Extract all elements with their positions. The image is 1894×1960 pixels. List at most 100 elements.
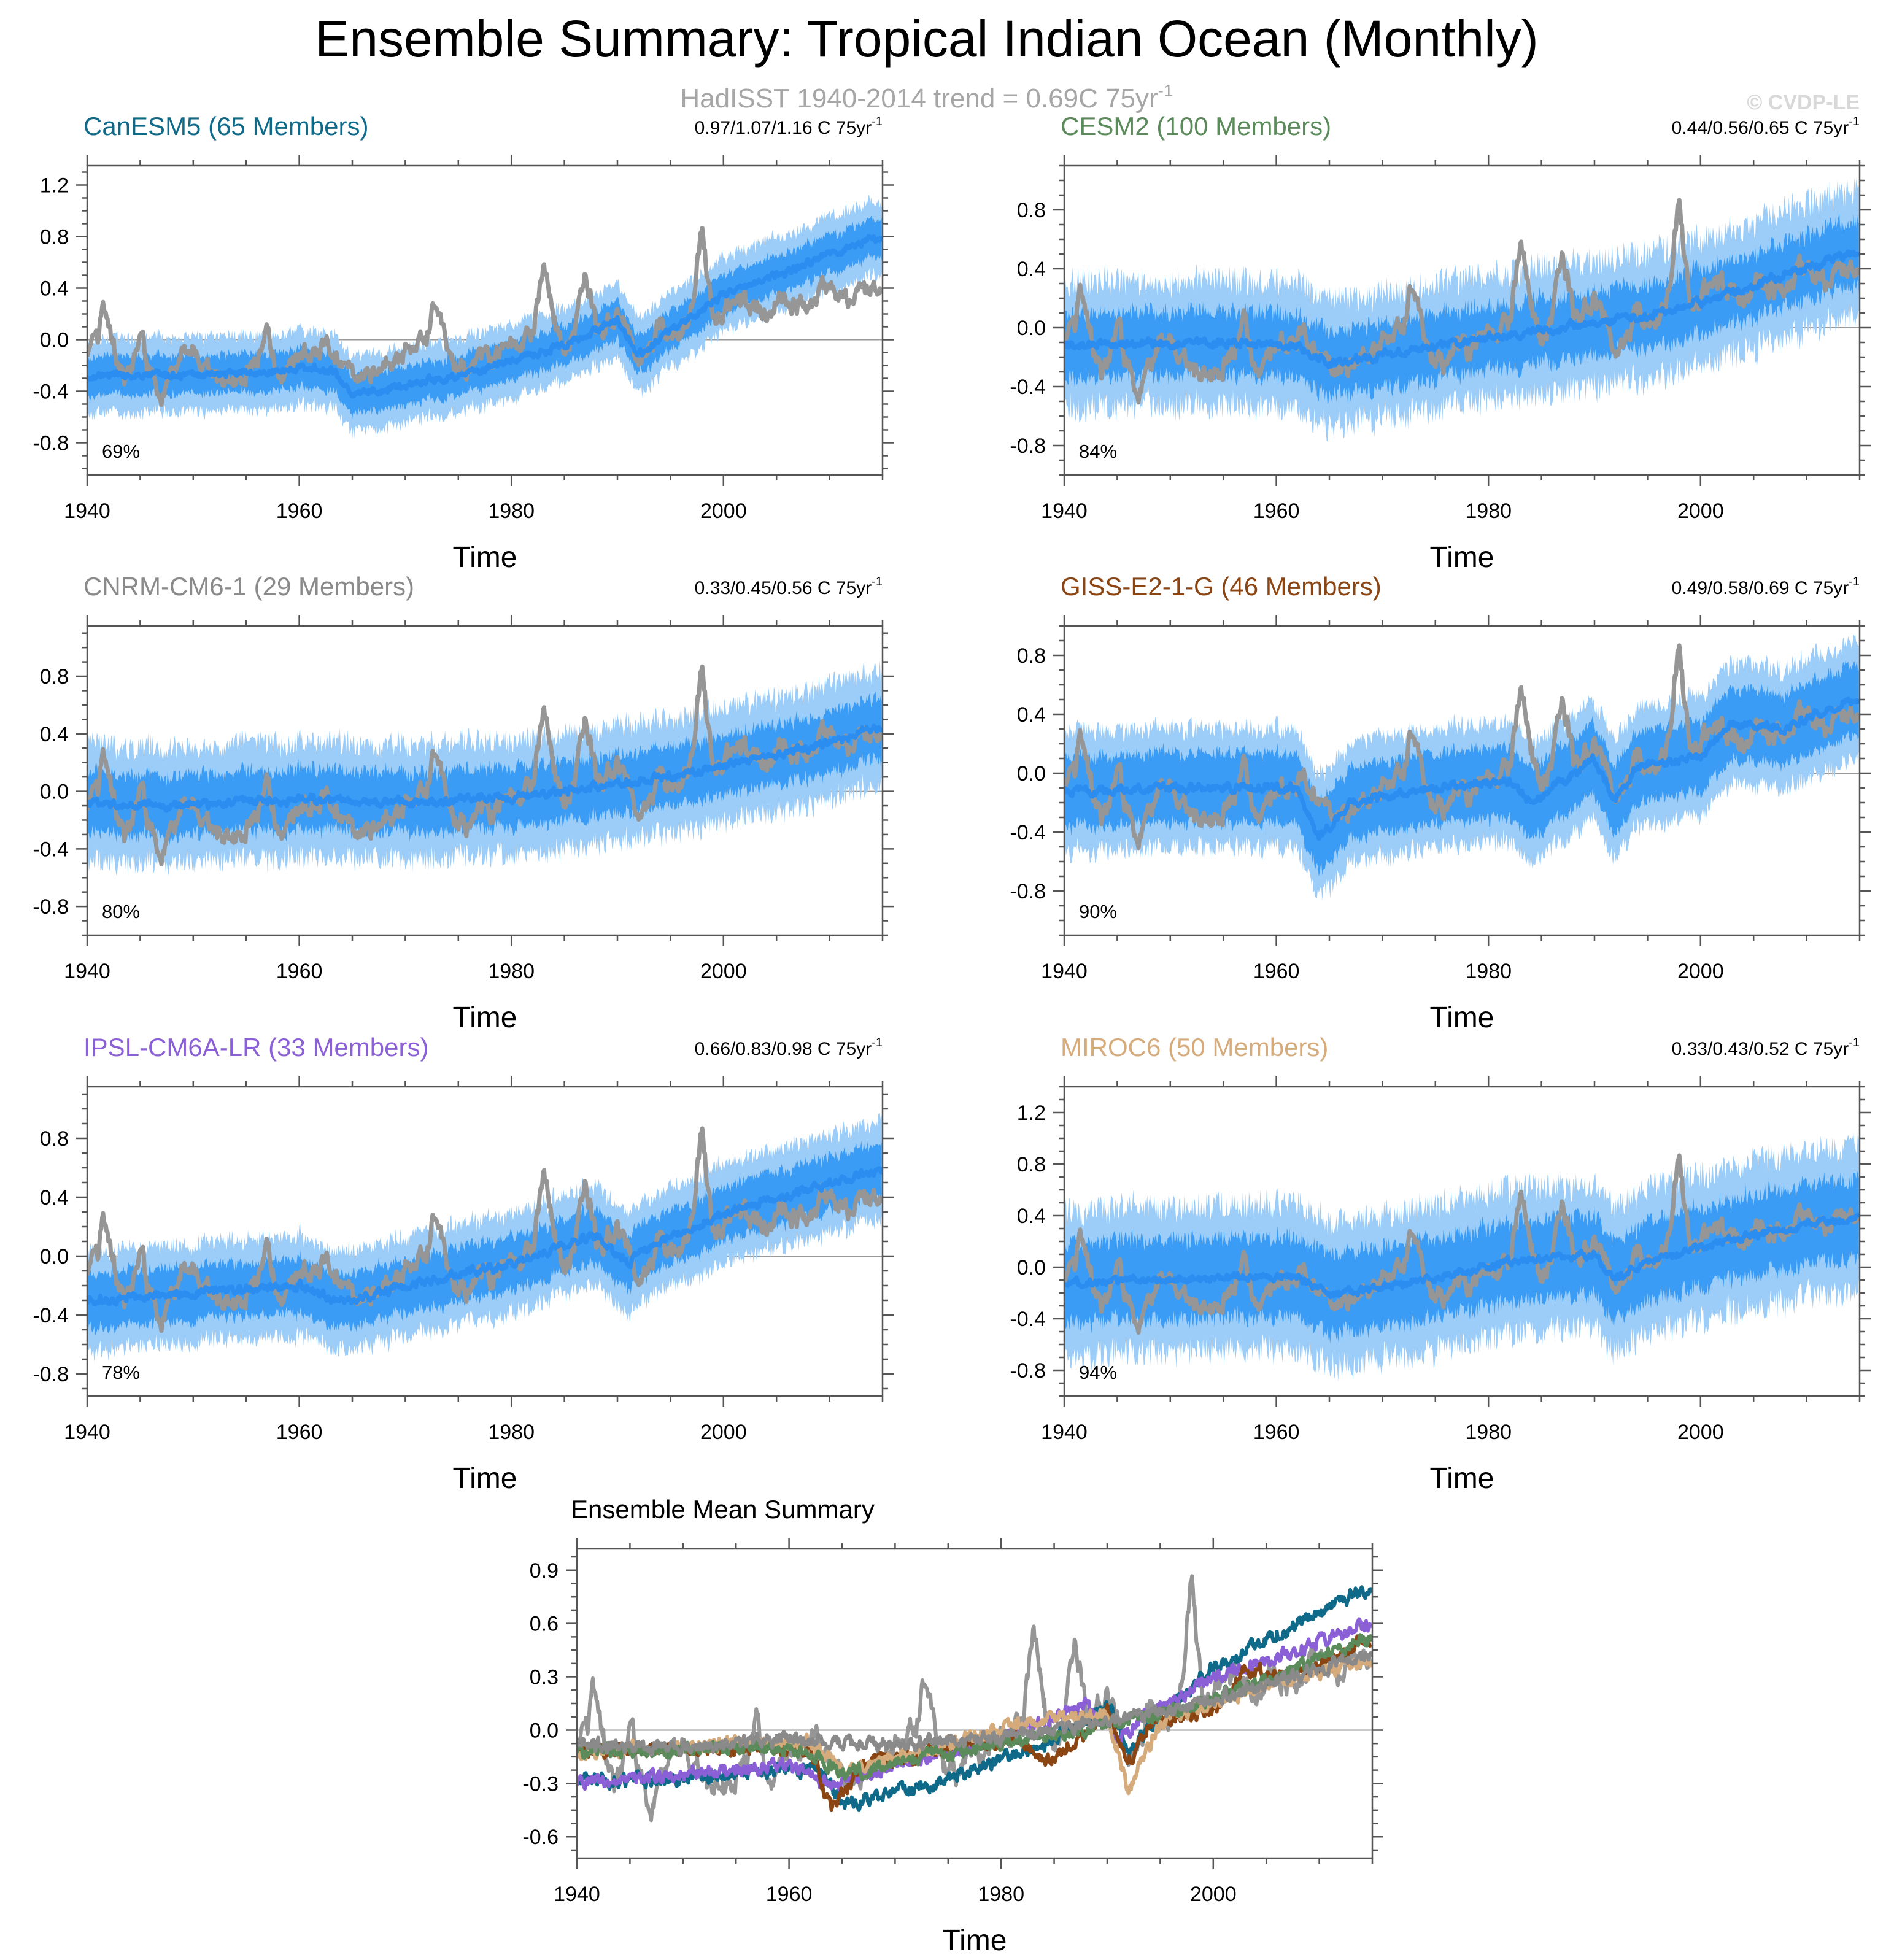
y-tick-label: -0.8 <box>33 1363 69 1386</box>
subtitle-sup: -1 <box>1158 81 1173 100</box>
y-tick-label: 0.0 <box>40 781 69 804</box>
trend-label: 0.33/0.43/0.52 C 75yr-1 <box>1672 1036 1860 1059</box>
ensemble-iqr-band <box>1064 660 1859 877</box>
plot-area <box>1064 1131 1860 1383</box>
ensemble-mean-line <box>87 723 883 813</box>
trend-label-main: 0.97/1.07/1.16 C 75yr <box>695 118 872 138</box>
y-tick-label: 0.0 <box>40 329 69 352</box>
panels: 1940 1960 1980 2000 -0.8 -0.4 0.0 0.4 0.8 1.2 Time… <box>33 112 1871 1957</box>
trend-label: 0.97/1.07/1.16 C 75yr-1 <box>695 115 883 138</box>
y-tick-label: 0.8 <box>1017 644 1046 668</box>
panel-title: GISS-E2-1-G (46 Members) <box>1061 572 1382 601</box>
x-tick-label: 2000 <box>1677 500 1724 523</box>
panel-title: CanESM5 (65 Members) <box>83 112 368 141</box>
trend-label: 0.44/0.56/0.65 C 75yr-1 <box>1672 115 1860 138</box>
percentage-label: 69% <box>102 441 140 462</box>
plot-area <box>87 660 883 876</box>
x-tick-label: 1980 <box>1465 960 1512 983</box>
y-tick-label: 1.2 <box>1017 1102 1046 1125</box>
obs-line <box>1064 198 1860 405</box>
plot-frame <box>1063 625 1861 936</box>
percentage-label: 90% <box>1079 901 1117 922</box>
y-tick-label: -0.4 <box>33 838 69 861</box>
trend-label-sup: -1 <box>1849 575 1860 588</box>
trend-label: 0.49/0.58/0.69 C 75yr-1 <box>1672 575 1860 598</box>
panel-ensemble-mean-summary: 1940 1960 1980 2000 -0.6 -0.3 0.0 0.3 0.6 0.9 Time… <box>522 1495 1383 1957</box>
x-axis-label: Time <box>943 1924 1007 1957</box>
x-axis-label: Time <box>453 541 517 574</box>
series-line-cesm2 <box>577 1633 1372 1781</box>
x-axis-label: Time <box>453 1462 517 1495</box>
x-tick-label: 1980 <box>1465 1421 1512 1444</box>
y-tick-label: -0.4 <box>33 1304 69 1327</box>
x-tick-label: 2000 <box>1677 1421 1724 1444</box>
x-tick-label: 1960 <box>276 1421 323 1444</box>
percentage-label: 94% <box>1079 1362 1117 1383</box>
y-tick-label: 0.8 <box>40 665 69 689</box>
y-tick-label: 1.2 <box>40 174 69 198</box>
plot-area <box>87 195 883 440</box>
panel-miroc6: 1940 1960 1980 2000 -0.8 -0.4 0.0 0.4 0.8 1.2 Time… <box>1010 1033 1871 1495</box>
x-axis-label: Time <box>1430 1001 1494 1034</box>
y-tick-label: 0.4 <box>1017 703 1046 727</box>
y-tick-label: 0.9 <box>530 1559 559 1583</box>
y-tick-label: -0.8 <box>1010 1359 1046 1383</box>
panel-title: CNRM-CM6-1 (29 Members) <box>83 572 414 601</box>
ensemble-mean-line <box>1064 249 1860 369</box>
percentage-label: 78% <box>102 1362 140 1383</box>
plot-area <box>1064 177 1860 442</box>
x-tick-label: 1980 <box>488 500 535 523</box>
percentage-label: 80% <box>102 901 140 922</box>
x-tick-label: 1940 <box>64 960 110 983</box>
plot-area <box>87 1113 883 1362</box>
x-axis-label: Time <box>1430 541 1494 574</box>
trend-label-main: 0.33/0.43/0.52 C 75yr <box>1672 1039 1849 1059</box>
x-tick-label: 1940 <box>1041 500 1088 523</box>
y-tick-label: -0.4 <box>1010 821 1046 844</box>
y-tick-label: -0.3 <box>522 1772 559 1796</box>
x-axis-label: Time <box>1430 1462 1494 1495</box>
trend-label-sup: -1 <box>1849 115 1860 128</box>
y-tick-label: 0.0 <box>1017 1256 1046 1279</box>
figure-title: Ensemble Summary: Tropical Indian Ocean … <box>315 10 1538 68</box>
y-tick-label: -0.6 <box>522 1826 559 1849</box>
x-tick-label: 1980 <box>488 1421 535 1444</box>
panel-title: Ensemble Mean Summary <box>571 1495 875 1524</box>
x-tick-label: 2000 <box>1190 1883 1237 1906</box>
x-tick-label: 1960 <box>1253 500 1300 523</box>
trend-label-main: 0.44/0.56/0.65 C 75yr <box>1672 118 1849 138</box>
watermark: © CVDP-LE <box>1747 91 1860 114</box>
y-tick-label: 0.4 <box>40 277 69 301</box>
x-tick-label: 1980 <box>978 1883 1024 1906</box>
ensemble-mean-line <box>1064 696 1860 841</box>
y-tick-label: 0.0 <box>1017 762 1046 785</box>
figure-subtitle: HadISST 1940-2014 trend = 0.69C 75yr-1 <box>680 81 1173 114</box>
x-tick-label: 2000 <box>700 960 747 983</box>
trend-label-main: 0.33/0.45/0.56 C 75yr <box>695 578 872 598</box>
panel-giss-e2-1-g: 1940 1960 1980 2000 -0.8 -0.4 0.0 0.4 0.8 Time GIS… <box>1010 572 1871 1034</box>
trend-label: 0.33/0.45/0.56 C 75yr-1 <box>695 575 883 598</box>
plot-area <box>577 1574 1372 1823</box>
trend-label-sup: -1 <box>872 575 883 588</box>
x-tick-label: 1980 <box>488 960 535 983</box>
y-tick-label: -0.4 <box>1010 1308 1046 1331</box>
ensemble-mean-line <box>87 234 883 399</box>
panel-title: IPSL-CM6A-LR (33 Members) <box>83 1033 428 1062</box>
trend-label-sup: -1 <box>1849 1036 1860 1049</box>
y-tick-label: 0.3 <box>530 1666 559 1689</box>
y-tick-label: 0.8 <box>1017 1153 1046 1176</box>
x-axis-label: Time <box>453 1001 517 1034</box>
trend-label-sup: -1 <box>872 1036 883 1049</box>
y-tick-label: 0.8 <box>40 226 69 249</box>
x-tick-label: 1940 <box>64 500 110 523</box>
y-tick-label: 0.8 <box>1017 199 1046 222</box>
y-tick-label: 0.8 <box>40 1127 69 1151</box>
x-tick-label: 1960 <box>276 960 323 983</box>
ensemble-mean-line <box>1064 1212 1860 1300</box>
y-tick-label: 0.4 <box>1017 258 1046 281</box>
y-tick-label: 0.0 <box>1017 317 1046 340</box>
y-tick-label: -0.4 <box>1010 376 1046 399</box>
plot-area <box>1064 633 1860 901</box>
y-tick-label: 0.4 <box>1017 1205 1046 1228</box>
